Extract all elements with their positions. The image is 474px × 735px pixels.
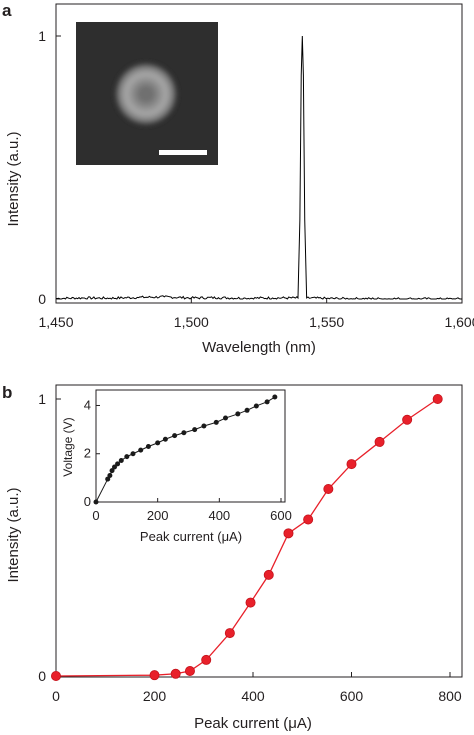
panel-b-label: b — [2, 383, 12, 402]
panel-b-x-tick-label: 200 — [143, 688, 167, 704]
inset-x-tick-label: 400 — [208, 508, 230, 523]
panel-b-data-point — [245, 597, 256, 608]
panel-a-x-axis-label: Wavelength (nm) — [202, 339, 316, 356]
inset-data-point — [130, 451, 136, 457]
inset-axes-frame — [95, 389, 286, 503]
inset-data-point — [162, 436, 168, 442]
inset-y-axis-label: Voltage (V) — [61, 417, 75, 476]
panel-b-x-tick-label: 400 — [241, 688, 265, 704]
inset-data-point — [201, 423, 207, 429]
inset-mode-ring — [114, 62, 178, 126]
inset-data-point — [138, 447, 144, 453]
inset-data-point — [112, 464, 117, 470]
panel-b-y-tick-label: 0 — [38, 668, 46, 684]
panel-b-y-tick-label: 1 — [38, 391, 46, 407]
panel-b-axes-frame — [55, 384, 463, 678]
panel-b-data-point — [374, 436, 385, 447]
panel-a-x-tick-label: 1,500 — [174, 314, 209, 330]
inset-data-point — [264, 399, 270, 405]
panel-b-data-point — [149, 670, 160, 681]
panel-a-label: a — [2, 1, 12, 20]
inset-data-point — [118, 457, 124, 463]
inset-data-point — [192, 427, 198, 433]
panel-a-inset-mode-image — [76, 22, 218, 165]
panel-a-axes-frame — [55, 3, 463, 304]
inset-data-point — [105, 476, 111, 482]
panel-b-data-point — [432, 393, 443, 404]
inset-x-tick-label: 600 — [270, 508, 292, 523]
inset-data-point — [181, 430, 187, 436]
inset-y-tick-label: 4 — [84, 397, 91, 412]
panel-b-data-point — [201, 654, 212, 665]
panel-b-x-tick-label: 800 — [438, 688, 462, 704]
inset-data-point — [115, 461, 121, 467]
inset-data-point — [172, 433, 178, 439]
inset-data-point — [107, 472, 113, 478]
inset-data-point — [213, 419, 219, 425]
inset-y-tick-label: 0 — [84, 494, 91, 509]
inset-x-tick-label: 200 — [147, 508, 169, 523]
panel-a-x-ticks: 1,450 1,500 1,550 1,600 — [38, 298, 474, 330]
panel-b-y-axis-label: Intensity (a.u.) — [5, 487, 22, 582]
inset-scale-bar — [159, 150, 207, 155]
panel-b-data-point — [170, 668, 181, 679]
panel-b-data-point — [263, 569, 274, 580]
inset-data-point — [244, 407, 250, 413]
panel-b-x-tick-label: 0 — [52, 688, 60, 704]
panel-a-spectrum-line — [56, 35, 462, 300]
inset-data-point — [272, 394, 278, 400]
panel-b-x-tick-label: 600 — [340, 688, 364, 704]
inset-data-point — [93, 499, 99, 505]
inset-data-point — [223, 415, 228, 421]
panel-b-y-ticks: 01 — [38, 391, 61, 684]
panel-a-y-tick-label: 0 — [38, 291, 46, 307]
panel-b-data-point — [51, 671, 62, 682]
panel-a-y-tick-label: 1 — [38, 28, 46, 44]
panel-a-x-tick-label: 1,600 — [444, 314, 474, 330]
inset-data-point — [109, 468, 115, 474]
inset-voltage-points — [93, 394, 278, 505]
inset-y-tick-label: 2 — [84, 446, 91, 461]
panel-a-x-tick-label: 1,550 — [309, 314, 344, 330]
panel-b-x-ticks: 0 200 400 600 800 — [52, 672, 462, 704]
panel-b-data-point — [323, 484, 334, 495]
panel-a-y-axis-label: Intensity (a.u.) — [5, 131, 22, 226]
panel-a-x-tick-label: 1,450 — [38, 314, 73, 330]
panel-b-data-point — [184, 666, 195, 677]
inset-x-axis-label: Peak current (μA) — [140, 529, 242, 544]
panel-b-data-point — [303, 514, 314, 525]
panel-a-y-ticks: 01 — [38, 28, 61, 307]
inset-data-point — [235, 411, 241, 417]
panel-b: b 0 200 400 600 800 01 Peak current (μA) Int… — [2, 383, 463, 732]
panel-b-data-point — [346, 459, 357, 470]
inset-x-ticks: 0 200 400 600 — [92, 498, 292, 523]
inset-x-tick-label: 0 — [92, 508, 99, 523]
inset-data-point — [155, 440, 161, 446]
panel-b-data-point — [283, 528, 294, 539]
panel-b-inset-chart: 0 200 400 600 0 2 4 Peak current (μA) Voltage… — [61, 389, 292, 544]
inset-data-point — [124, 454, 130, 460]
panel-b-data-point — [224, 628, 235, 639]
panel-b-intensity-points — [51, 393, 443, 682]
panel-b-x-axis-label: Peak current (μA) — [194, 715, 312, 732]
inset-data-point — [253, 403, 259, 409]
inset-data-point — [145, 444, 151, 449]
panel-b-data-point — [402, 414, 413, 425]
